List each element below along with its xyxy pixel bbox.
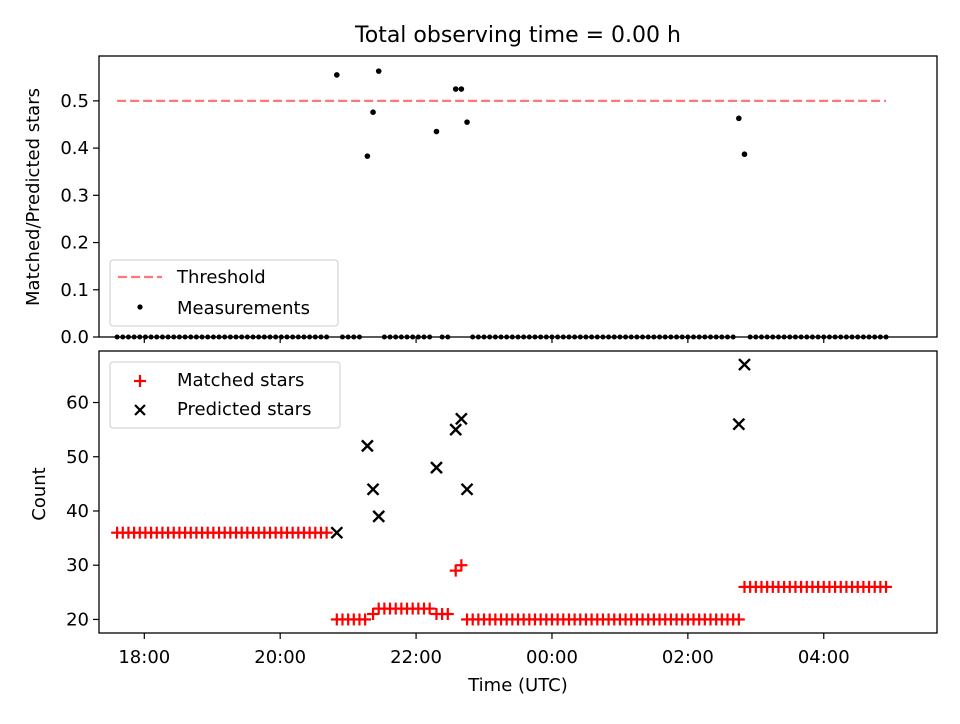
measurement-point bbox=[334, 72, 340, 78]
top-y-tick-label: 0.2 bbox=[60, 233, 89, 254]
legend-matched-label: Matched stars bbox=[177, 370, 304, 391]
top-legend: Threshold Measurements bbox=[109, 259, 339, 327]
bottom-x-axis-label: Time (UTC) bbox=[467, 675, 568, 696]
measurement-point bbox=[464, 119, 470, 125]
predicted-star-marker bbox=[361, 439, 374, 453]
predicted-star-marker bbox=[366, 482, 380, 496]
matched-star-marker bbox=[880, 580, 893, 593]
bottom-axes-frame bbox=[98, 350, 938, 634]
measurement-point bbox=[452, 86, 459, 92]
top-chart-title: Total observing time = 0.00 h bbox=[354, 23, 681, 48]
bottom-y-tick-label: 60 bbox=[66, 393, 89, 414]
top-y-tick-label: 0.3 bbox=[60, 185, 89, 206]
matched-star-marker bbox=[359, 613, 372, 626]
bottom-y-axis: 20 30 40 50 60 bbox=[66, 393, 99, 630]
predicted-star-marker bbox=[738, 358, 751, 371]
top-y-tick-label: 0.4 bbox=[60, 138, 89, 159]
legend-threshold-label: Threshold bbox=[176, 267, 266, 288]
top-legend-box bbox=[109, 259, 339, 327]
top-axes-frame bbox=[98, 55, 938, 338]
bottom-x-tick-label: 18:00 bbox=[118, 647, 170, 668]
bottom-matched-layer bbox=[111, 526, 893, 626]
measurement-point bbox=[364, 153, 371, 159]
predicted-star-marker bbox=[732, 417, 746, 431]
matched-star-marker bbox=[320, 526, 333, 539]
matched-star-marker bbox=[449, 564, 462, 577]
bottom-x-tick-label: 22:00 bbox=[390, 647, 442, 668]
predicted-star-marker bbox=[460, 482, 474, 496]
predicted-star-marker bbox=[455, 412, 468, 426]
bottom-x-tick-label: 02:00 bbox=[662, 647, 714, 668]
predicted-star-marker bbox=[449, 423, 463, 436]
measurement-point bbox=[370, 109, 376, 115]
bottom-y-tick-label: 20 bbox=[66, 609, 89, 630]
bottom-legend: Matched stars Predicted stars bbox=[109, 361, 341, 429]
bottom-y-tick-label: 30 bbox=[66, 555, 89, 576]
predicted-star-marker bbox=[372, 510, 386, 523]
legend-measurements-label: Measurements bbox=[177, 298, 310, 319]
bottom-y-tick-label: 50 bbox=[66, 447, 89, 468]
legend-matched-swatch bbox=[134, 375, 146, 387]
predicted-star-marker bbox=[430, 461, 443, 474]
top-y-tick-label: 0.1 bbox=[60, 280, 89, 301]
matched-star-marker bbox=[732, 613, 745, 626]
bottom-x-axis: 18:00 20:00 22:00 00:00 02:00 04:00 bbox=[118, 633, 850, 668]
measurement-point bbox=[458, 86, 465, 92]
top-y-axis: 0.0 0.1 0.2 0.3 0.4 0.5 bbox=[60, 91, 99, 348]
measurement-point bbox=[375, 68, 382, 74]
top-plot-area bbox=[98, 55, 938, 340]
measurement-point bbox=[433, 128, 440, 135]
top-y-axis-label: Matched/Predicted stars bbox=[23, 88, 44, 306]
bottom-legend-box bbox=[109, 361, 341, 429]
bottom-y-axis-label: Count bbox=[29, 467, 50, 520]
bottom-plot-area bbox=[98, 350, 938, 634]
matched-star-marker bbox=[441, 608, 454, 621]
bottom-predicted-layer bbox=[330, 358, 751, 540]
legend-measurements-swatch bbox=[137, 304, 143, 310]
bottom-x-tick-label: 00:00 bbox=[526, 647, 578, 668]
matched-star-marker bbox=[423, 602, 436, 615]
bottom-x-tick-label: 20:00 bbox=[254, 647, 306, 668]
legend-predicted-swatch bbox=[134, 404, 146, 416]
measurement-point bbox=[741, 151, 748, 158]
predicted-star-marker bbox=[330, 526, 344, 540]
top-y-tick-label: 0.0 bbox=[60, 327, 89, 348]
legend-predicted-label: Predicted stars bbox=[177, 399, 311, 420]
matched-star-marker bbox=[367, 608, 380, 621]
bottom-x-tick-label: 04:00 bbox=[798, 647, 850, 668]
matched-star-marker bbox=[455, 559, 468, 572]
bottom-y-tick-label: 40 bbox=[66, 501, 89, 522]
measurement-point bbox=[736, 115, 742, 122]
top-x-axis-ticks bbox=[143, 337, 825, 343]
top-y-tick-label: 0.5 bbox=[60, 91, 89, 112]
